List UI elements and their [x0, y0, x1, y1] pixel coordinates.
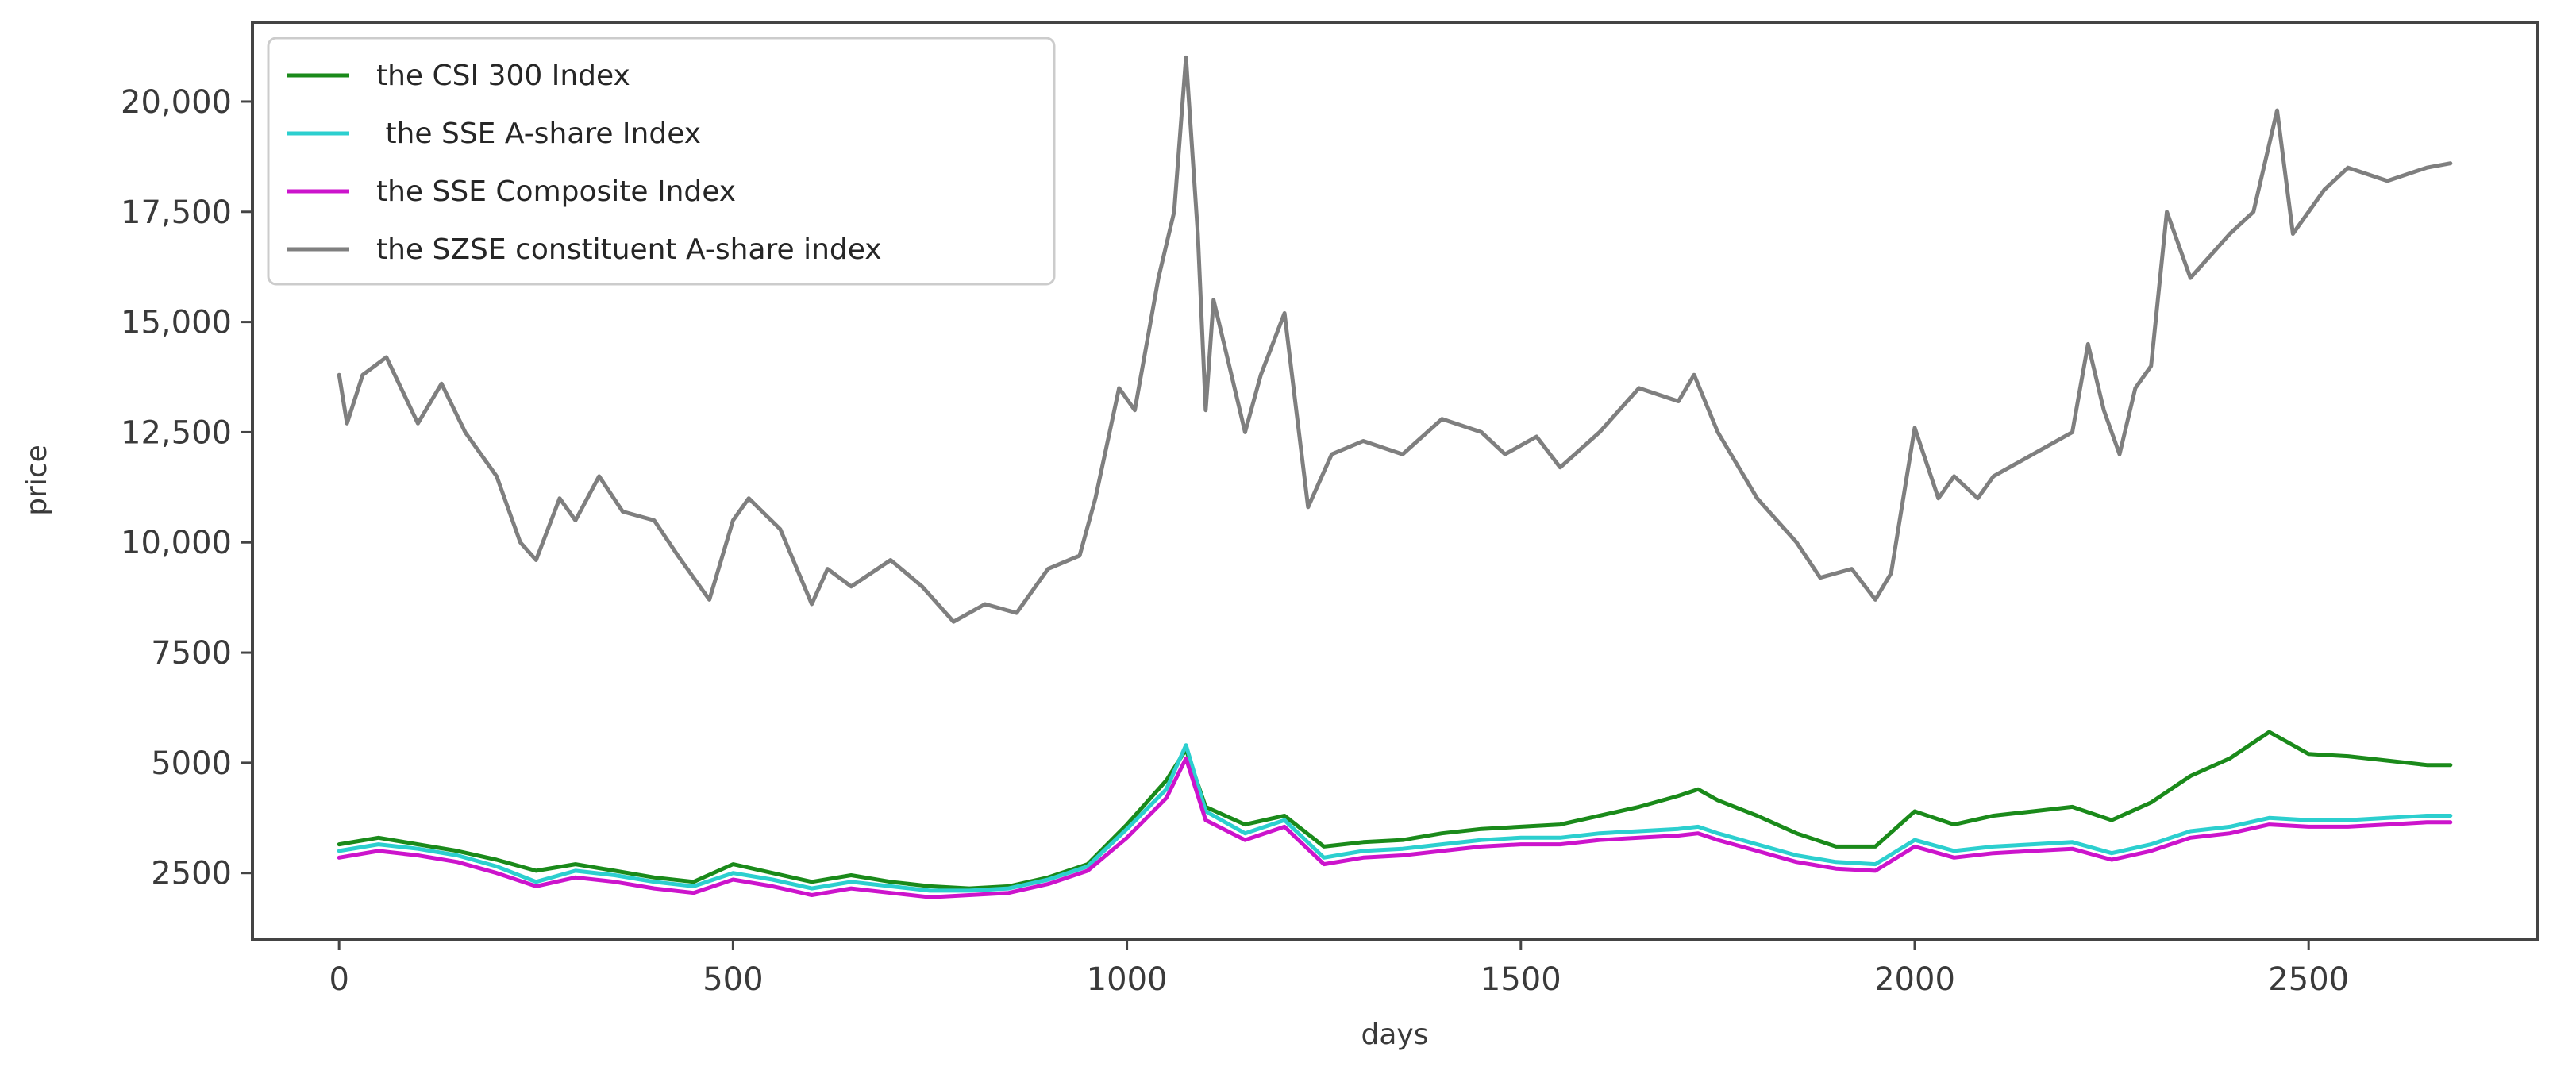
series-line-2	[337, 756, 2453, 899]
x-axis-label: days	[1361, 1019, 1429, 1051]
legend-label-3: the SZSE constituent A-share index	[376, 233, 882, 266]
y-tick-label-0: 2500	[151, 856, 232, 892]
y-tick-label-2: 7500	[151, 635, 232, 672]
y-tick-label-4: 12,500	[121, 414, 232, 451]
legend-entries: the CSI 300 Index the SSE A-share Index t…	[287, 60, 882, 266]
y-axis-ticks: 2500 5000 7500 10,000 12,500 15,000 17,500 20,0…	[121, 84, 252, 892]
legend-box	[267, 37, 1056, 286]
x-tick-label-4: 2000	[1874, 961, 1955, 998]
y-tick-label-6: 17,500	[121, 194, 232, 231]
series-line-1	[337, 743, 2453, 893]
series-line-0	[337, 730, 2453, 891]
x-tick-label-1: 500	[703, 961, 763, 998]
y-axis-label: price	[21, 445, 53, 516]
legend: the CSI 300 Index the SSE A-share Index t…	[267, 37, 1056, 286]
legend-label-0: the CSI 300 Index	[376, 60, 630, 92]
series-line-3	[337, 55, 2453, 624]
x-tick-label-5: 2500	[2268, 961, 2349, 998]
y-tick-label-3: 10,000	[121, 525, 232, 561]
series-layer	[337, 55, 2453, 899]
x-axis-ticks: 0 500 1000 1500 2000 2500	[329, 939, 2349, 998]
y-tick-label-5: 15,000	[121, 305, 232, 341]
y-tick-label-1: 5000	[151, 745, 232, 782]
x-tick-label-2: 1000	[1087, 961, 1168, 998]
x-tick-label-0: 0	[329, 961, 348, 998]
legend-label-1: the SSE A-share Index	[376, 117, 701, 150]
x-tick-label-3: 1500	[1481, 961, 1561, 998]
y-tick-label-7: 20,000	[121, 84, 232, 121]
plot-frame	[251, 21, 2539, 941]
legend-label-2: the SSE Composite Index	[376, 175, 736, 208]
